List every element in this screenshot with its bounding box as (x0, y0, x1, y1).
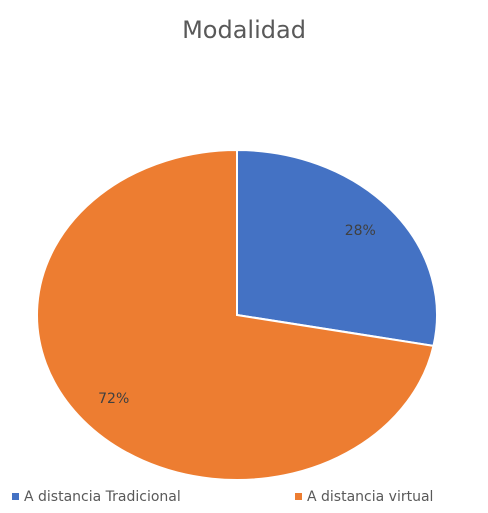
data-label: 72% (98, 391, 129, 407)
legend-label: A distancia virtual (307, 489, 433, 505)
legend-swatch (295, 493, 302, 500)
pie-slice (36, 148, 435, 481)
pie-slice (236, 148, 438, 348)
data-label: 28% (345, 223, 376, 239)
legend-swatch (12, 493, 19, 500)
chart-title: Modalidad (182, 16, 306, 44)
legend-label: A distancia Tradicional (24, 489, 181, 505)
